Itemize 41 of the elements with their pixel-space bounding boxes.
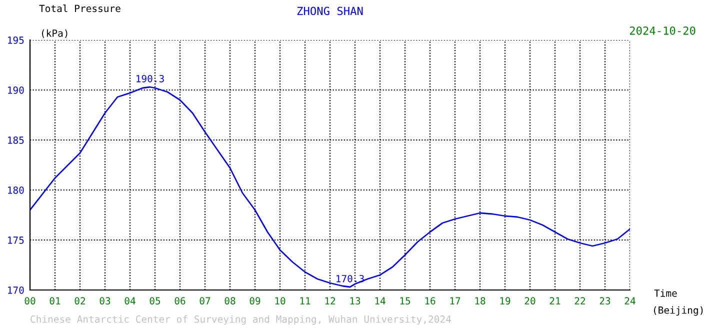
x-tick-label: 04 (124, 297, 136, 305)
text: 2024-10-20 (630, 26, 696, 35)
line-series (30, 86, 630, 288)
x-tick-label: 17 (450, 297, 460, 304)
x-tick-label: 02 (74, 297, 86, 305)
y-tick-label: 185 (8, 136, 24, 144)
x-tick-label: 13 (350, 297, 360, 305)
x-tick-label: 00 (24, 297, 36, 305)
x-tick-label: 23 (600, 297, 610, 305)
x-tick-label: 09 (250, 297, 260, 305)
y-tick-label: 195 (8, 36, 24, 44)
x-tick-label: 11 (300, 297, 310, 304)
x-tick-label: 01 (50, 297, 60, 305)
x-tick-label: 19 (500, 297, 510, 305)
x-tick-label: 03 (100, 297, 110, 305)
text: (kPa) (42, 29, 68, 38)
text: (Beijing) (654, 306, 703, 316)
x-tick-label: 24 (624, 297, 636, 304)
y-tick-label: 190 (8, 86, 24, 94)
x-tick-label: 14 (375, 297, 386, 304)
y-axis-title: Total Pressure (39, 4, 120, 12)
x-tick-label: 18 (475, 297, 486, 305)
x-tick-label: 10 (275, 297, 286, 305)
annotation: 190.3 (136, 74, 164, 82)
y-tick-label: 175 (8, 236, 24, 244)
text: Chinese Antarctic Center of Surveying and Mapping, Wuhan University,2024 (30, 315, 451, 325)
x-tick-label: 08 (224, 297, 236, 305)
x-tick-label: 05 (150, 297, 160, 305)
x-tick-label: 07 (200, 297, 210, 305)
y-tick-label: 180 (8, 186, 24, 194)
chart-title: ZHONG SHAN (297, 6, 363, 16)
annotation: 170.3 (336, 274, 364, 282)
x-tick-label: 16 (425, 297, 436, 305)
y-tick-label: 170 (8, 286, 24, 294)
x-tick-label: 22 (574, 297, 586, 304)
x-tick-label: 15 (400, 297, 410, 305)
x-tick-label: 06 (174, 297, 186, 305)
x-axis-title: Time (654, 289, 677, 297)
x-tick-label: 12 (325, 297, 336, 304)
x-tick-label: 21 (550, 297, 560, 304)
x-tick-label: 20 (524, 297, 536, 305)
